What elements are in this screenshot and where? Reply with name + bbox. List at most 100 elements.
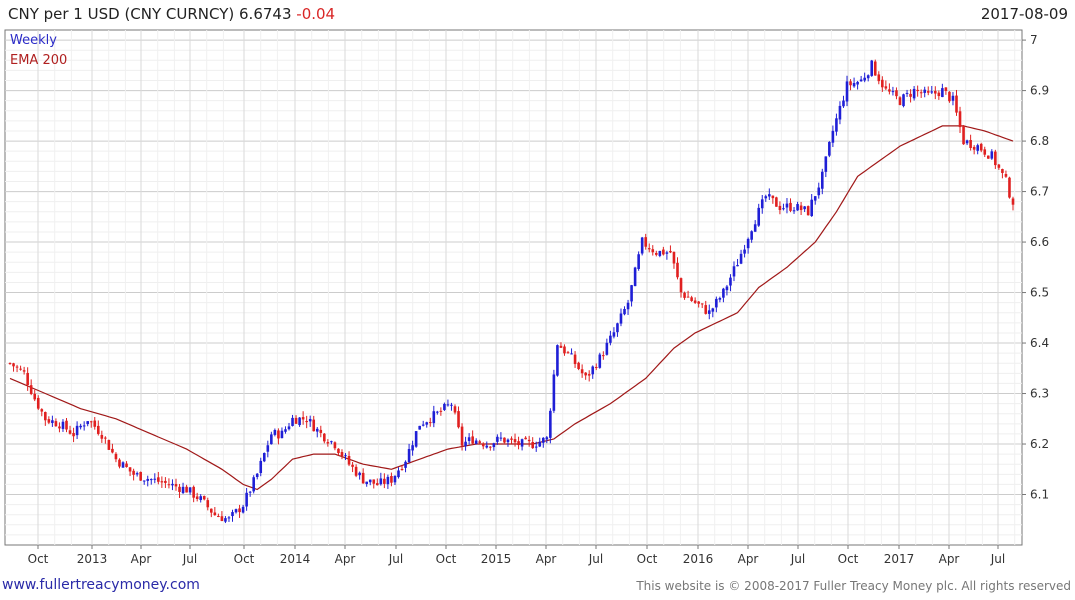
candle-body <box>785 203 789 208</box>
candle-body <box>979 143 983 151</box>
candle-body <box>33 393 37 400</box>
candle-body <box>669 250 672 253</box>
candle-body <box>351 464 354 467</box>
candle-body <box>125 463 128 468</box>
y-tick-label: 6.8 <box>1030 134 1049 148</box>
candle-body <box>312 419 316 432</box>
candle-body <box>556 345 559 376</box>
candle-body <box>104 437 107 439</box>
y-tick-label: 6.2 <box>1030 437 1049 451</box>
candle-body <box>397 470 400 478</box>
candle-body <box>220 516 224 521</box>
x-tick-label: 2014 <box>280 552 311 566</box>
candle-body <box>531 442 534 449</box>
x-tick-label: Jul <box>990 552 1005 566</box>
footer-website-link[interactable]: www.fullertreacymoney.com <box>2 577 200 593</box>
candle-body <box>383 478 386 484</box>
candle-body <box>277 430 280 439</box>
candle-body <box>866 75 870 79</box>
legend-ema: EMA 200 <box>10 53 67 68</box>
candle-body <box>421 424 425 426</box>
candle-body <box>768 194 771 197</box>
candle-body <box>651 249 655 253</box>
candle-body <box>270 434 273 445</box>
candle-body <box>139 471 142 481</box>
candle-body <box>47 419 51 423</box>
candle-body <box>199 496 203 500</box>
candle-body <box>89 421 93 423</box>
candle-body <box>418 425 421 430</box>
candle-body <box>665 252 669 254</box>
candle-body <box>630 285 633 302</box>
candle-body <box>255 473 259 478</box>
candle-body <box>227 517 231 519</box>
candle-body <box>340 452 344 457</box>
candle-body <box>436 411 439 413</box>
candle-body <box>135 473 139 475</box>
candle-body <box>19 368 22 370</box>
candle-body <box>640 237 644 254</box>
x-tick-label: Apr <box>335 552 356 566</box>
candle-body <box>68 430 72 434</box>
candle-body <box>132 470 135 475</box>
candle-body <box>549 410 552 438</box>
candle-body <box>407 448 411 463</box>
candle-body <box>245 492 248 507</box>
candle-body <box>231 512 234 517</box>
candle-body <box>65 420 68 430</box>
candle-body <box>499 437 503 439</box>
candle-body <box>598 354 602 368</box>
candle-body <box>319 429 323 433</box>
candle-body <box>711 308 715 312</box>
candle-body <box>633 267 637 287</box>
candle-body <box>962 126 965 145</box>
candle-body <box>58 426 61 429</box>
candle-body <box>835 118 838 132</box>
candle-body <box>563 346 566 354</box>
candle-body <box>36 397 40 409</box>
candle-body <box>760 199 764 209</box>
candle-body <box>75 425 79 436</box>
chart-title: CNY per 1 USD (CNY CURNCY) 6.6743 -0.04 <box>8 5 335 23</box>
candle-body <box>188 487 192 493</box>
y-tick-label: 6.1 <box>1030 488 1049 502</box>
y-tick-label: 6.6 <box>1030 235 1049 249</box>
candle-body <box>870 60 874 76</box>
candle-body <box>298 417 301 426</box>
candle-body <box>453 406 457 413</box>
candle-body <box>686 296 690 298</box>
candle-body <box>534 446 538 448</box>
candle-body <box>167 484 171 486</box>
candle-body <box>806 206 810 216</box>
grid <box>5 30 1022 545</box>
candle-body <box>997 164 1001 168</box>
candle-body <box>361 472 365 484</box>
candle-body <box>40 409 44 412</box>
candle-body <box>736 264 739 267</box>
candle-body <box>118 459 121 467</box>
candle-body <box>1011 198 1015 205</box>
candle-body <box>994 151 997 166</box>
candle-body <box>460 426 464 446</box>
candle-body <box>368 479 372 483</box>
y-tick-label: 7 <box>1030 33 1038 47</box>
candle-body <box>192 486 195 498</box>
candle-body <box>308 419 312 422</box>
candle-body <box>704 305 708 314</box>
candle-body <box>146 478 150 481</box>
candle-body <box>404 461 407 468</box>
candle-body <box>884 86 888 89</box>
x-tick-label: 2015 <box>481 552 512 566</box>
candle-body <box>344 455 347 457</box>
candle-body <box>326 442 330 444</box>
candle-body <box>976 145 979 151</box>
candle-body <box>587 374 591 376</box>
candle-body <box>323 433 326 442</box>
candle-body <box>164 480 167 483</box>
candle-body <box>206 500 210 508</box>
candle-body <box>517 441 520 446</box>
candle-body <box>506 439 510 443</box>
candle-body <box>594 366 598 369</box>
candle-body <box>856 81 859 85</box>
candle-body <box>284 429 287 432</box>
